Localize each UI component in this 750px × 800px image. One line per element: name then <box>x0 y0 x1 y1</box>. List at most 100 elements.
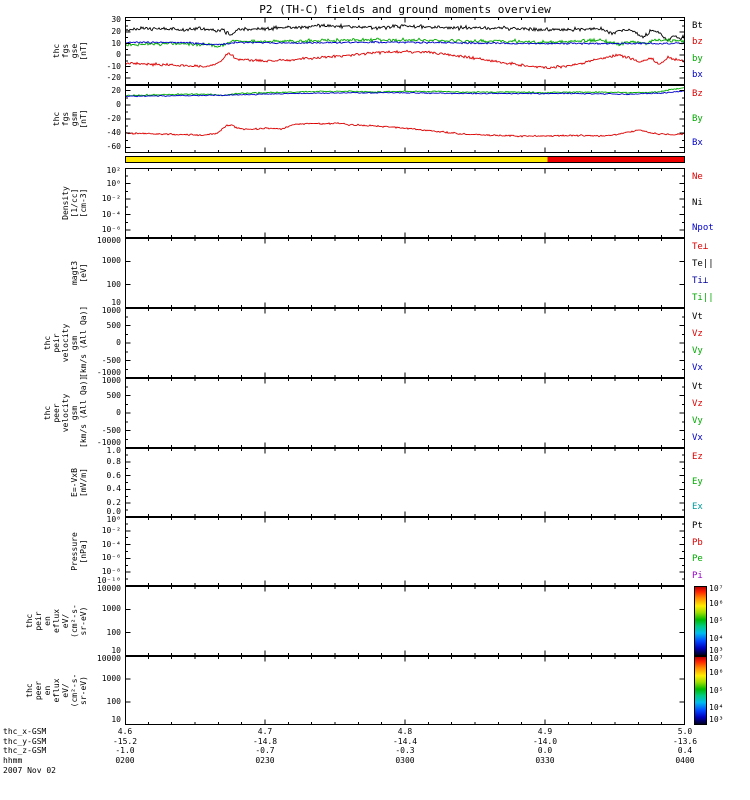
ylabel-line: velocity <box>61 393 70 433</box>
legend-ey: Ey <box>692 477 703 487</box>
y-tick-label: 10⁻⁶ <box>101 553 121 563</box>
y-tick-label: 1000 <box>101 306 121 315</box>
ylabel-line: magt3 <box>70 260 79 286</box>
y-tick-label: 0.6 <box>106 470 121 480</box>
axis-ticks <box>125 517 685 586</box>
xaxis-row-label: thc_x-GSM <box>3 727 47 736</box>
panel-border <box>125 448 685 517</box>
ylabel-line: eV/ <box>61 613 70 629</box>
legend-te: Te|| <box>692 259 714 269</box>
y-tick-label: -40 <box>106 128 121 138</box>
y-tick-label: 10⁻⁶ <box>101 225 121 235</box>
xaxis-value: 4.7 <box>257 727 273 736</box>
ylabel-line: (cm²-s- <box>70 673 79 708</box>
ylabel-line: velocity <box>61 323 70 363</box>
xaxis-value: -15.2 <box>112 736 138 746</box>
axis-ticks <box>125 238 685 308</box>
y-tick-label: 10 <box>111 38 121 48</box>
panel-pressure <box>125 517 685 586</box>
y-tick-label: 1000 <box>101 674 121 683</box>
y-tick-label: 10 <box>111 298 121 307</box>
ylabel-line: Density <box>61 186 70 220</box>
xaxis-value: 4.9 <box>537 727 553 736</box>
y-tick-label: 10⁰ <box>106 178 121 188</box>
y-tick-label: 1000 <box>101 604 121 614</box>
y-tick-label: 0.0 <box>106 507 121 516</box>
ylabel-line: thc <box>52 111 61 127</box>
legend-bz: Bz <box>692 89 703 99</box>
series-Bz <box>125 122 685 138</box>
panel-border <box>125 168 685 238</box>
panel-ylabel-text: E=-VxB [mV/m] <box>70 448 88 517</box>
y-tick-label: 10 <box>111 646 121 655</box>
y-tick-label: 0.4 <box>106 484 121 494</box>
y-tick-label: 0 <box>116 99 121 109</box>
ylabel-line: peir <box>34 611 43 631</box>
ylabel-line: en <box>43 685 52 696</box>
axis-ticks <box>125 448 685 517</box>
ylabel-line: gsm <box>70 335 79 351</box>
xaxis-row-label: thc_z-GSM <box>3 746 47 755</box>
ylabel-line: [eV] <box>79 263 88 283</box>
legend-vz: Vz <box>692 399 703 409</box>
legend-ez: Ez <box>692 452 703 462</box>
ylabel-line: [mV/m] <box>79 468 88 497</box>
colorbar-label: 10⁴ <box>709 702 724 712</box>
xaxis-row-label: hhmm <box>3 755 23 765</box>
panel-ylabel: Pressure [nPa] <box>70 517 88 586</box>
xaxis-value: -1.0 <box>115 746 135 755</box>
legend-pi: Pi <box>692 571 703 581</box>
ylabel-line: [nT] <box>79 109 88 129</box>
xaxis-value: 0.4 <box>677 746 693 755</box>
panel-border <box>125 238 685 308</box>
y-tick-label: 0 <box>116 338 121 347</box>
ylabel-line: eflux <box>52 678 61 703</box>
y-tick-label: 10000 <box>96 654 121 663</box>
colorbar-label: 10⁵ <box>709 616 724 625</box>
panel-temperature <box>125 238 685 308</box>
ylabel-line: eflux <box>52 608 61 634</box>
panel-ylabel: thc peer en eflux eV/(cm²-s-sr-eV) <box>25 656 88 725</box>
series-bx <box>125 40 685 46</box>
y-tick-label: 100 <box>106 697 121 706</box>
y-tick-label: -10 <box>106 61 121 71</box>
axis-ticks <box>125 168 685 238</box>
panel-ylabel-text: magt3 [eV] <box>70 238 88 308</box>
series-bz <box>125 49 685 70</box>
panel-border <box>125 85 685 153</box>
xaxis-value: 0200 <box>115 755 135 765</box>
panel-ylabel-text: Density [1/cc] [cm-3] <box>61 168 88 238</box>
ylabel-line: [km/s (All Qa)] <box>79 375 88 448</box>
xaxis-value: 0300 <box>395 755 415 765</box>
panel-ylabel: thc peer velocity gsm [km/s (All Qa)] <box>43 375 88 448</box>
panel-border <box>125 586 685 656</box>
y-tick-label: 10000 <box>96 584 121 593</box>
ylabel-line: sr-eV) <box>79 676 88 705</box>
legend-pt: Pt <box>692 521 703 531</box>
xaxis-value: 4.8 <box>397 727 413 736</box>
ylabel-line: [cm-3] <box>79 188 88 218</box>
ylabel-line: peer <box>52 403 61 423</box>
legend-vx: Vx <box>692 433 703 443</box>
legend-bz: bz <box>692 37 703 48</box>
legend-pe: Pe <box>692 554 703 565</box>
y-tick-label: 10⁻¹⁰ <box>96 576 121 585</box>
xaxis-value: -0.3 <box>395 746 415 755</box>
y-tick-label: 10⁻² <box>101 525 121 535</box>
legend-vt: Vt <box>692 382 703 392</box>
y-tick-label: 0 <box>116 50 121 60</box>
legend-vx: Vx <box>692 363 703 373</box>
y-tick-label: 10⁻⁸ <box>101 567 121 577</box>
xaxis-value: -13.6 <box>672 736 698 746</box>
y-tick-label: 10⁻² <box>101 194 121 204</box>
legend-vy: Vy <box>692 416 703 426</box>
ylabel-line: gsm <box>70 405 79 421</box>
ylabel-line: thc <box>43 335 52 351</box>
y-tick-label: 20 <box>111 26 121 36</box>
colorbar-label: 10³ <box>709 715 724 724</box>
ylabel-line: thc <box>25 683 34 698</box>
panel-border <box>125 378 685 448</box>
xaxis-value: -0.7 <box>255 746 275 755</box>
xaxis-value: -14.4 <box>392 736 418 746</box>
